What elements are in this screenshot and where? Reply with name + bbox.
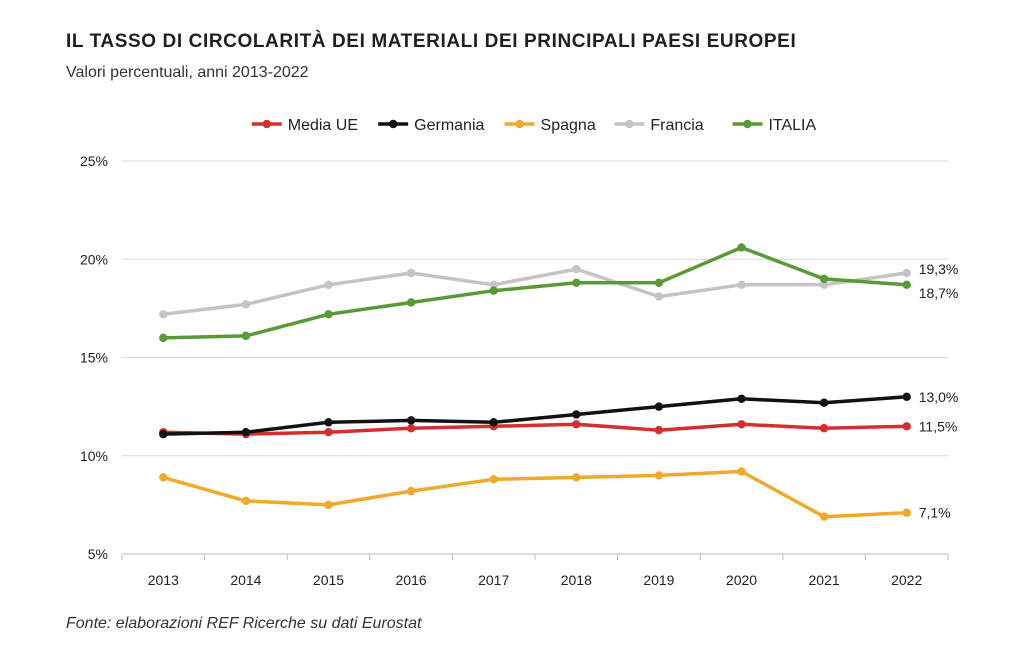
end-label-spagna: 7,1% <box>919 505 951 521</box>
y-tick-label: 25% <box>80 153 108 169</box>
y-tick-label: 10% <box>80 448 108 464</box>
x-tick-label: 2015 <box>313 572 344 588</box>
data-point-germania <box>324 418 333 427</box>
gridlines <box>122 160 948 555</box>
legend-marker-germania <box>388 119 398 129</box>
legend-label-italia: ITALIA <box>768 117 816 134</box>
data-point-germania <box>902 392 911 401</box>
data-point-media-ue <box>572 420 581 429</box>
data-point-francia <box>489 280 498 289</box>
data-point-spagna <box>489 475 498 484</box>
chart-title: IL TASSO DI CIRCOLARITÀ DEI MATERIALI DE… <box>66 31 797 52</box>
data-point-media-ue <box>902 422 911 431</box>
data-point-germania <box>406 416 416 425</box>
data-point-francia <box>572 264 581 274</box>
data-point-media-ue <box>737 420 746 429</box>
data-point-media-ue <box>406 424 416 433</box>
chart-source: Fonte: elaborazioni REF Ricerche su dati… <box>66 615 422 632</box>
x-tick-label: 2020 <box>726 572 757 588</box>
data-point-germania <box>159 429 168 439</box>
data-point-media-ue <box>324 427 333 437</box>
axes: 5% 10% 15% 20% 25% 2013 2014 2015 2016 2017 2018 20… <box>80 153 949 588</box>
series-line-italia <box>161 245 909 340</box>
y-tick-label: 15% <box>80 350 108 366</box>
x-tick-label: 2018 <box>561 572 592 588</box>
series-line-media-ue <box>161 422 909 436</box>
data-point-spagna <box>572 473 581 482</box>
x-tick-label: 2013 <box>148 572 179 588</box>
data-point-media-ue <box>654 426 664 435</box>
end-label-francia: 19,3% <box>919 261 959 277</box>
chart-subtitle: Valori percentuali, anni 2013-2022 <box>66 64 309 81</box>
data-point-italia <box>406 298 416 307</box>
legend: Media UE Germania Spagna Francia ITALIA <box>251 117 816 134</box>
data-point-germania <box>737 394 746 403</box>
end-label-italia: 18,7% <box>919 285 959 301</box>
data-point-italia <box>324 310 333 319</box>
data-point-spagna <box>159 473 168 482</box>
series-line-francia <box>161 267 909 317</box>
data-point-francia <box>819 280 829 289</box>
y-tick-label: 20% <box>80 251 108 267</box>
data-point-germania <box>654 402 664 411</box>
data-point-italia <box>902 280 911 289</box>
data-point-media-ue <box>819 424 829 433</box>
x-tick-label: 2022 <box>891 572 922 588</box>
x-tick-label: 2014 <box>230 572 261 588</box>
end-label-germania: 13,0% <box>919 389 959 405</box>
legend-label-germania: Germania <box>414 117 484 134</box>
legend-marker-media-ue <box>262 119 271 129</box>
series-line-spagna <box>161 469 909 519</box>
y-tick-label: 5% <box>88 546 108 562</box>
legend-marker-italia <box>743 119 752 129</box>
series-lines <box>159 243 911 521</box>
data-point-italia <box>572 278 581 288</box>
data-point-germania <box>489 418 498 427</box>
data-point-italia <box>737 243 746 252</box>
data-point-germania <box>241 427 251 437</box>
data-point-francia <box>902 268 911 278</box>
data-point-spagna <box>819 512 829 521</box>
data-point-italia <box>819 274 829 284</box>
data-point-spagna <box>406 486 416 496</box>
data-point-italia <box>489 286 498 295</box>
x-tick-label: 2016 <box>396 572 427 588</box>
x-tick-label: 2019 <box>643 572 674 588</box>
legend-marker-francia <box>625 119 634 129</box>
data-labels: 11,5% 13,0% 7,1% 19,3% 18,7% <box>919 261 959 521</box>
data-point-francia <box>159 310 168 319</box>
data-point-italia <box>654 278 664 288</box>
data-point-italia <box>159 333 168 343</box>
series-line-germania <box>161 395 909 436</box>
data-point-francia <box>737 280 746 289</box>
data-point-francia <box>324 280 333 289</box>
data-point-germania <box>819 398 829 407</box>
legend-label-spagna: Spagna <box>541 117 596 134</box>
legend-marker-spagna <box>515 119 524 129</box>
data-point-francia <box>241 300 251 309</box>
end-label-media-ue: 11,5% <box>919 418 958 434</box>
data-point-spagna <box>737 467 746 476</box>
data-point-italia <box>241 331 251 341</box>
data-point-germania <box>572 410 581 419</box>
data-point-francia <box>654 292 664 301</box>
data-point-francia <box>406 268 416 278</box>
legend-label-media-ue: Media UE <box>288 117 358 134</box>
data-point-spagna <box>324 500 333 510</box>
x-tick-label: 2017 <box>478 572 509 588</box>
x-tick-label: 2021 <box>809 572 840 588</box>
legend-label-francia: Francia <box>650 117 703 134</box>
data-point-spagna <box>902 508 911 517</box>
data-point-spagna <box>654 471 664 480</box>
data-point-spagna <box>241 496 251 506</box>
